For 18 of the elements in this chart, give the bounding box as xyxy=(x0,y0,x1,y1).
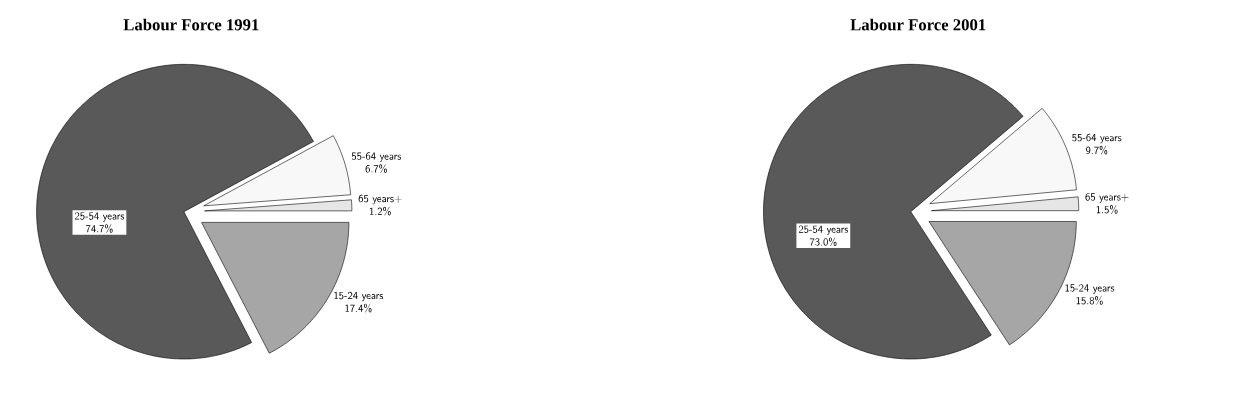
data-label: 17.4% xyxy=(345,303,372,313)
data-label: 9.7% xyxy=(1085,145,1108,155)
slice-label: 65 years+ xyxy=(358,194,402,205)
slice-label: 25-54 years xyxy=(74,212,125,222)
chart-title: Labour Force 2001 xyxy=(850,18,986,31)
slice-label: 65 years+ xyxy=(1085,193,1129,203)
slice-label: 55-64 years xyxy=(1072,133,1122,144)
data-label: 74.7% xyxy=(86,224,113,233)
data-label: 1.2% xyxy=(369,206,391,216)
slice-label: 25-54 years xyxy=(798,225,849,236)
slice-label: 15-24 years xyxy=(1065,284,1115,294)
data-label: 73.0% xyxy=(809,237,837,247)
slice-label: 55-64 years xyxy=(351,152,402,162)
chart-title: Labour Force 1991 xyxy=(123,18,259,31)
data-label: 1.5% xyxy=(1096,205,1118,214)
slice-label: 15-24 years xyxy=(334,291,384,302)
data-label: 15.8% xyxy=(1076,296,1103,305)
data-label: 6.7% xyxy=(365,164,387,174)
